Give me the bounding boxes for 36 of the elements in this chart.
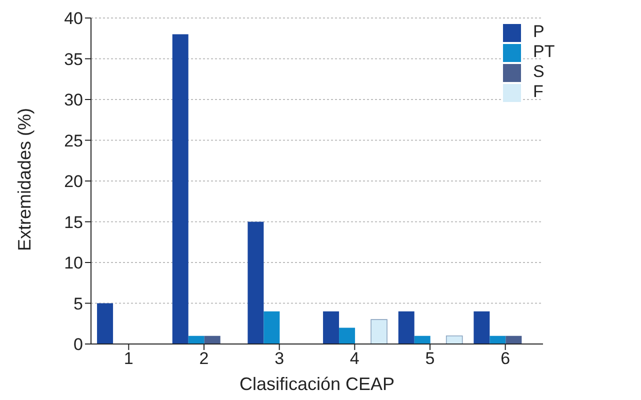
bar bbox=[188, 336, 204, 344]
y-tick-label: 5 bbox=[74, 294, 83, 314]
bar bbox=[490, 336, 506, 344]
bar bbox=[414, 336, 430, 344]
y-tick-label: 15 bbox=[64, 212, 83, 232]
y-tick-label: 30 bbox=[64, 90, 83, 110]
bar bbox=[97, 303, 114, 344]
legend-label: P bbox=[533, 22, 544, 41]
x-tick-label: 3 bbox=[274, 349, 284, 368]
bar bbox=[446, 335, 463, 344]
y-tick-label: 0 bbox=[74, 335, 83, 354]
legend-label: F bbox=[533, 82, 544, 101]
x-tick-label: 1 bbox=[124, 349, 134, 368]
bar bbox=[339, 328, 356, 344]
y-tick-label: 20 bbox=[64, 172, 83, 192]
x-tick-label: 2 bbox=[199, 349, 209, 368]
y-tick-label: 10 bbox=[64, 254, 83, 273]
y-tick-label: 25 bbox=[64, 131, 83, 150]
legend-label: PT bbox=[533, 42, 555, 61]
bar bbox=[474, 311, 490, 344]
bar bbox=[370, 319, 388, 344]
x-axis-title: Clasificación CEAP bbox=[239, 374, 395, 394]
bar bbox=[506, 336, 522, 344]
y-axis-title: Extremidades (%) bbox=[14, 108, 34, 251]
bar bbox=[264, 311, 280, 344]
x-tick-label: 5 bbox=[425, 349, 435, 368]
bar bbox=[323, 311, 340, 344]
bar bbox=[204, 336, 220, 344]
legend-label: S bbox=[533, 62, 544, 81]
bar bbox=[248, 222, 264, 344]
x-tick-label: 4 bbox=[350, 349, 360, 368]
bar bbox=[398, 311, 414, 344]
y-tick-label: 35 bbox=[64, 50, 83, 69]
x-tick-label: 6 bbox=[500, 349, 510, 368]
y-tick-label: 40 bbox=[64, 9, 83, 28]
bar bbox=[172, 34, 188, 344]
